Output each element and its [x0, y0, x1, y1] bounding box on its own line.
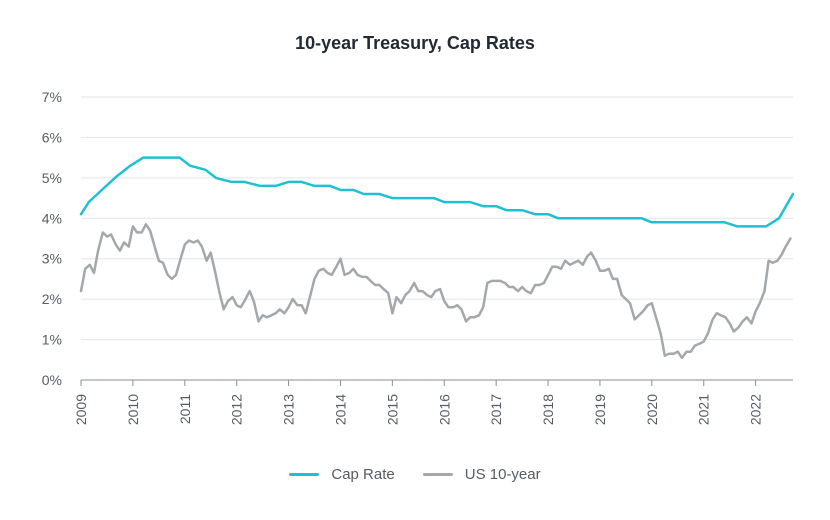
- y-tick-label: 1%: [42, 332, 62, 348]
- x-tick-label: 2016: [436, 394, 452, 425]
- x-tick-label: 2015: [384, 394, 400, 425]
- series-lines: [79, 156, 795, 360]
- x-tick-label: 2013: [281, 394, 297, 425]
- y-tick-label: 0%: [42, 372, 62, 388]
- x-tick-label: 2019: [592, 394, 608, 425]
- x-tick-label: 2012: [229, 394, 245, 425]
- grid-lines: [81, 96, 793, 381]
- legend-item-us-10-year: US 10-year: [422, 466, 541, 483]
- x-tick-label: 2009: [73, 394, 89, 425]
- x-tick-label: 2010: [125, 394, 141, 425]
- series-line-cap-rate: [79, 156, 795, 228]
- y-tick-label: 6%: [42, 129, 62, 145]
- legend-swatch-us-10-year: [422, 473, 453, 476]
- chart-title: 10-year Treasury, Cap Rates: [295, 33, 535, 53]
- legend-swatch-cap-rate: [289, 473, 320, 476]
- x-tick-label: 2020: [644, 394, 660, 425]
- y-tick-label: 5%: [42, 170, 62, 186]
- y-tick-label: 3%: [42, 251, 62, 267]
- y-tick-label: 7%: [42, 89, 62, 105]
- y-tick-label: 2%: [42, 291, 62, 307]
- x-tick-label: 2022: [748, 394, 764, 425]
- x-tick-label: 2017: [488, 394, 504, 425]
- series-line-us-10-year: [79, 223, 792, 360]
- y-axis-ticks: 0% 1% 2% 3% 4% 5% 6% 7%: [42, 89, 62, 388]
- legend-label-cap-rate: Cap Rate: [331, 466, 395, 483]
- x-tick-label: 2021: [696, 394, 712, 425]
- x-tick-label: 2011: [177, 394, 193, 424]
- x-tick-label: 2018: [540, 394, 556, 425]
- legend-label-us-10-year: US 10-year: [464, 466, 541, 483]
- y-tick-label: 4%: [42, 210, 62, 226]
- x-axis-ticks: 2009 2010 2011 2012 2013 2014 2015 2016 2017 2018…: [73, 380, 764, 425]
- legend-item-cap-rate: Cap Rate: [289, 466, 395, 483]
- chart-legend: Cap Rate US 10-year: [0, 466, 830, 483]
- x-tick-label: 2014: [332, 394, 348, 425]
